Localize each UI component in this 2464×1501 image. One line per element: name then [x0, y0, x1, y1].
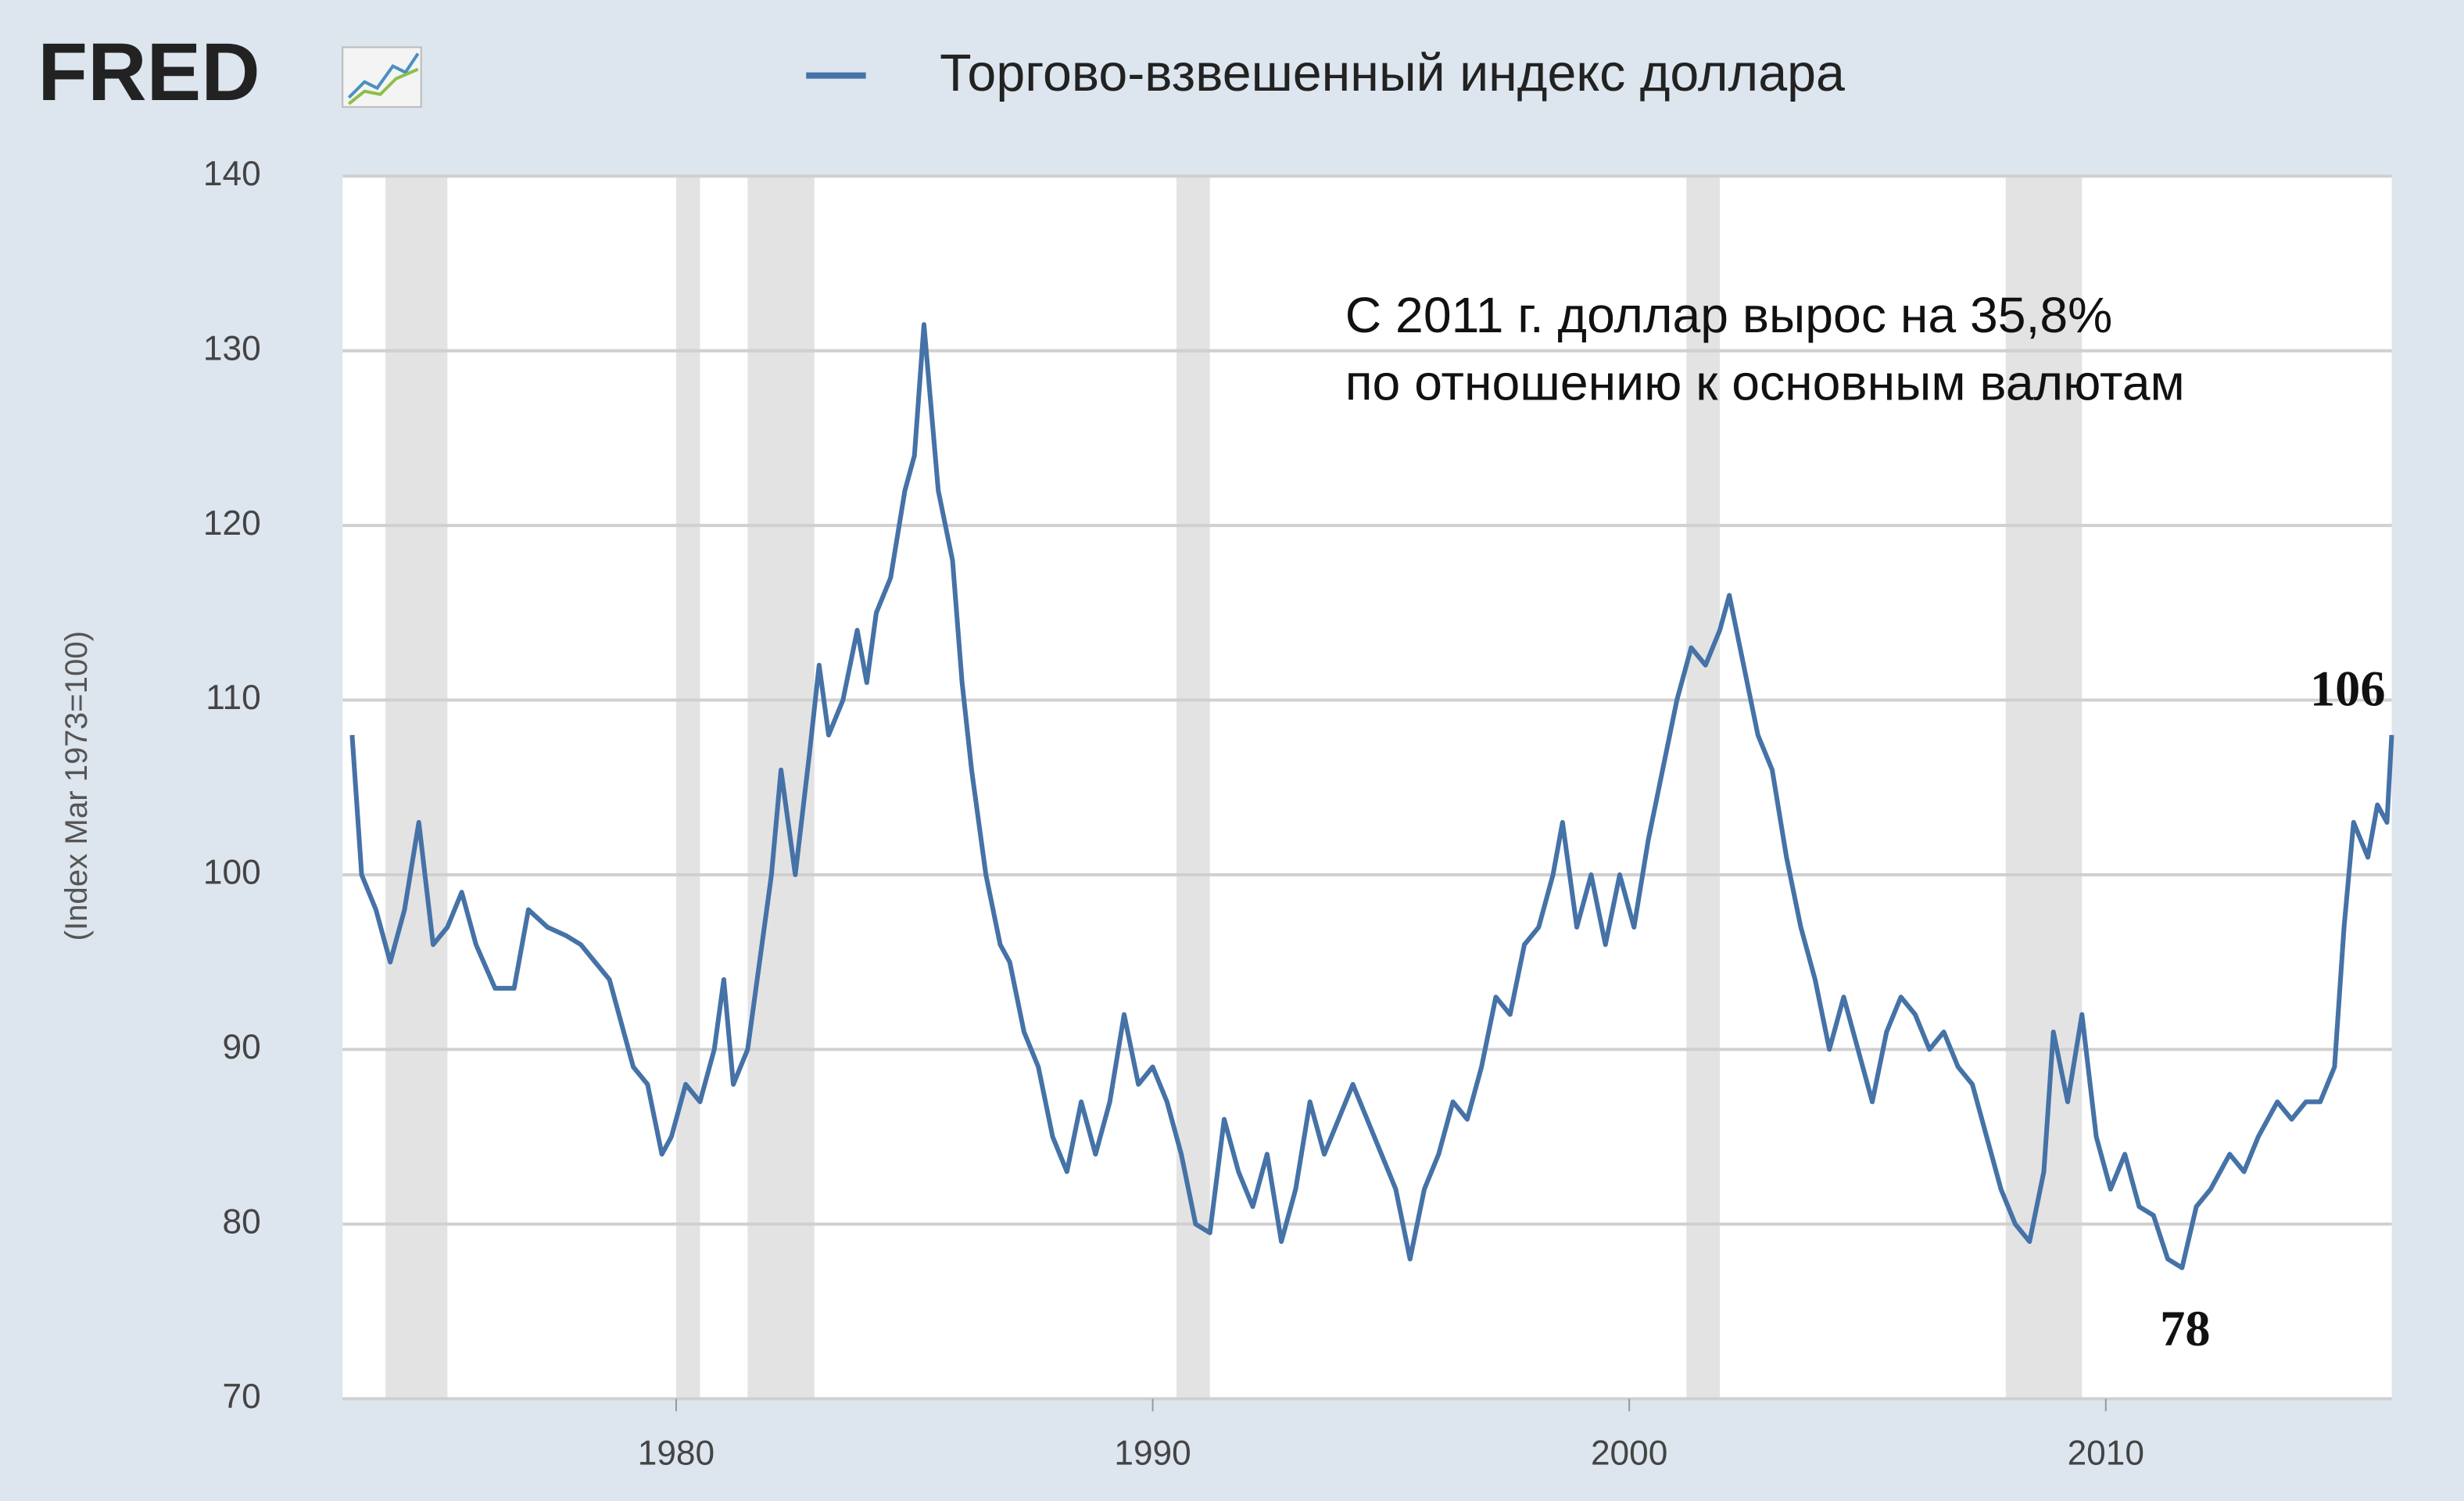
x-tick-label: 2000 [1591, 1434, 1667, 1472]
x-tick-label: 1990 [1114, 1434, 1191, 1472]
recession-band [675, 176, 700, 1399]
recession-band [2005, 176, 2083, 1399]
recession-band [1686, 176, 1720, 1399]
recession-band [1176, 176, 1210, 1399]
legend-label: Торгово-взвешенный индекс доллара [940, 45, 1845, 102]
logo: FRED [38, 27, 260, 118]
x-tick-label: 2010 [2068, 1434, 2144, 1472]
x-tick-label: 1980 [638, 1434, 714, 1472]
annotation: по отношению к основным валютам [1345, 355, 2185, 411]
data-line [349, 322, 2394, 1270]
y-tick-label: 110 [206, 679, 261, 717]
y-axis-label: (Index Mar 1973=100) [59, 631, 94, 941]
recession-band [385, 176, 448, 1399]
y-tick-label: 80 [223, 1202, 261, 1241]
y-tick-label: 100 [203, 854, 261, 892]
logo-icon [342, 46, 422, 108]
point-label: 78 [2160, 1301, 2210, 1356]
y-tick-label: 90 [223, 1028, 261, 1066]
point-label: 106 [2310, 661, 2385, 717]
y-tick-label: 130 [203, 329, 261, 367]
annotation: С 2011 г. доллар вырос на 35,8% [1345, 287, 2113, 343]
y-tick-label: 120 [203, 504, 261, 543]
y-tick-label: 70 [223, 1377, 261, 1416]
y-tick-label: 140 [203, 155, 261, 193]
